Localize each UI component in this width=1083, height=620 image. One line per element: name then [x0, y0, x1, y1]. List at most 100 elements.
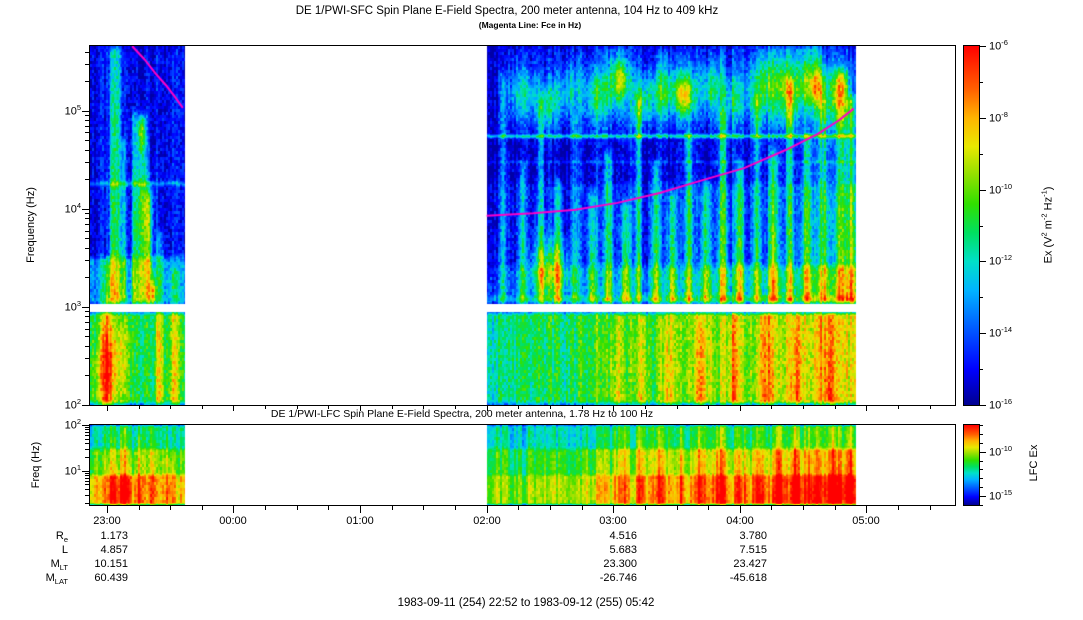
sfc-ytick-label: 104: [64, 201, 81, 216]
lfc-minor-ytick: [85, 435, 89, 436]
ephemeris-value: 23.427: [733, 558, 767, 570]
sfc-minor-ytick: [85, 238, 89, 239]
sfc-xtick: [139, 406, 140, 409]
lfc-minor-ytick: [85, 443, 89, 444]
lfc-ytick-label: 102: [64, 417, 81, 432]
lfc-xtick: [866, 506, 867, 513]
sfc-cbar-major-tick: [980, 261, 986, 262]
time-tick-label: 00:00: [219, 515, 247, 527]
lfc-ytick-label: 101: [64, 463, 81, 478]
sfc-xtick: [423, 406, 424, 409]
lfc-major-ytick: [82, 471, 89, 472]
sfc-spectrogram-canvas: [90, 46, 955, 405]
sfc-minor-ytick: [85, 213, 89, 214]
ephemeris-value: 4.857: [100, 544, 128, 556]
lfc-xtick: [550, 506, 551, 510]
ephemeris-value: 3.780: [739, 530, 767, 542]
lfc-xtick: [297, 506, 298, 510]
lfc-cbar-minor-tick: [980, 478, 983, 479]
ephemeris-value: -45.618: [729, 572, 767, 584]
sfc-minor-ytick: [85, 218, 89, 219]
sfc-xtick: [550, 406, 551, 409]
sfc-xtick: [455, 406, 456, 409]
sfc-major-ytick: [82, 209, 89, 210]
sfc-cbar-minor-tick: [980, 226, 983, 227]
ephemeris-value: 4.516: [609, 530, 637, 542]
lfc-cbar-minor-tick: [980, 434, 983, 435]
sfc-minor-ytick: [85, 115, 89, 116]
lfc-spectrogram-panel: [89, 424, 956, 506]
lfc-xtick: [835, 506, 836, 510]
sfc-xtick: [233, 406, 234, 411]
lfc-minor-ytick: [85, 481, 89, 482]
lfc-colorbar-unit-label: LFC Ex: [1028, 444, 1040, 482]
lfc-xtick: [170, 506, 171, 510]
sfc-xtick: [930, 406, 931, 409]
lfc-cbar-minor-tick: [980, 487, 983, 488]
ephemeris-row-label: MLT: [50, 558, 68, 573]
lfc-xtick: [487, 506, 488, 513]
sfc-xtick: [803, 406, 804, 409]
time-tick-label: 02:00: [473, 515, 501, 527]
lfc-spectrogram-canvas: [90, 425, 955, 505]
lfc-xtick: [771, 506, 772, 510]
sfc-xtick: [645, 406, 646, 409]
sfc-minor-ytick: [85, 316, 89, 317]
sfc-minor-ytick: [85, 140, 89, 141]
lfc-minor-ytick: [85, 475, 89, 476]
lfc-xtick: [582, 506, 583, 510]
sfc-xtick: [835, 406, 836, 409]
lfc-xtick: [677, 506, 678, 510]
sfc-xtick: [866, 406, 867, 411]
sfc-minor-ytick: [85, 277, 89, 278]
ephemeris-value: 1.173: [100, 530, 128, 542]
sfc-colorbar: [963, 45, 980, 406]
sfc-minor-ytick: [85, 322, 89, 323]
lfc-cbar-minor-tick: [980, 461, 983, 462]
lfc-cbar-minor-tick: [980, 505, 983, 506]
ephemeris-value: 23.300: [603, 558, 637, 570]
sfc-minor-ytick: [85, 336, 89, 337]
sfc-cbar-minor-tick: [980, 82, 983, 83]
lfc-freq-axis-label: Freq (Hz): [30, 441, 42, 489]
ephemeris-value: 7.515: [739, 544, 767, 556]
time-tick-label: 23:00: [93, 515, 121, 527]
ephemeris-value: 10.151: [94, 558, 128, 570]
sfc-minor-ytick: [85, 224, 89, 225]
sfc-xtick: [708, 406, 709, 409]
lfc-minor-ytick: [85, 503, 89, 504]
sfc-major-ytick: [82, 111, 89, 112]
sfc-cbar-tick-label: 10-14: [989, 325, 1013, 340]
lfc-cbar-major-tick: [980, 452, 986, 453]
time-tick-label: 03:00: [599, 515, 627, 527]
sfc-xtick: [613, 406, 614, 411]
lfc-minor-ytick: [85, 478, 89, 479]
sfc-xtick: [107, 406, 108, 411]
sfc-xtick: [582, 406, 583, 409]
lfc-cbar-tick-label: 10-15: [989, 488, 1013, 503]
lfc-cbar-major-tick: [980, 496, 986, 497]
lfc-minor-ytick: [85, 432, 89, 433]
lfc-minor-ytick: [85, 427, 89, 428]
lfc-colorbar: [963, 424, 980, 506]
sfc-cbar-tick-label: 10-10: [989, 182, 1013, 197]
sfc-minor-ytick: [85, 329, 89, 330]
sfc-minor-ytick: [85, 81, 89, 82]
lfc-minor-ytick: [85, 439, 89, 440]
sfc-xtick: [898, 406, 899, 409]
lfc-xtick: [708, 506, 709, 510]
sfc-minor-ytick: [85, 260, 89, 261]
lfc-xtick: [360, 506, 361, 513]
sfc-minor-ytick: [85, 120, 89, 121]
sfc-cbar-tick-label: 10-16: [989, 397, 1013, 412]
lfc-minor-ytick: [85, 473, 89, 474]
sfc-cbar-minor-tick: [980, 369, 983, 370]
sfc-major-ytick: [82, 405, 89, 406]
lfc-cbar-minor-tick: [980, 443, 983, 444]
lfc-minor-ytick: [85, 449, 89, 450]
sfc-cbar-tick-label: 10-12: [989, 253, 1013, 268]
sfc-cbar-major-tick: [980, 118, 986, 119]
sfc-xtick: [392, 406, 393, 409]
sfc-minor-ytick: [85, 52, 89, 53]
sfc-freq-axis-label: Frequency (Hz): [25, 187, 37, 263]
